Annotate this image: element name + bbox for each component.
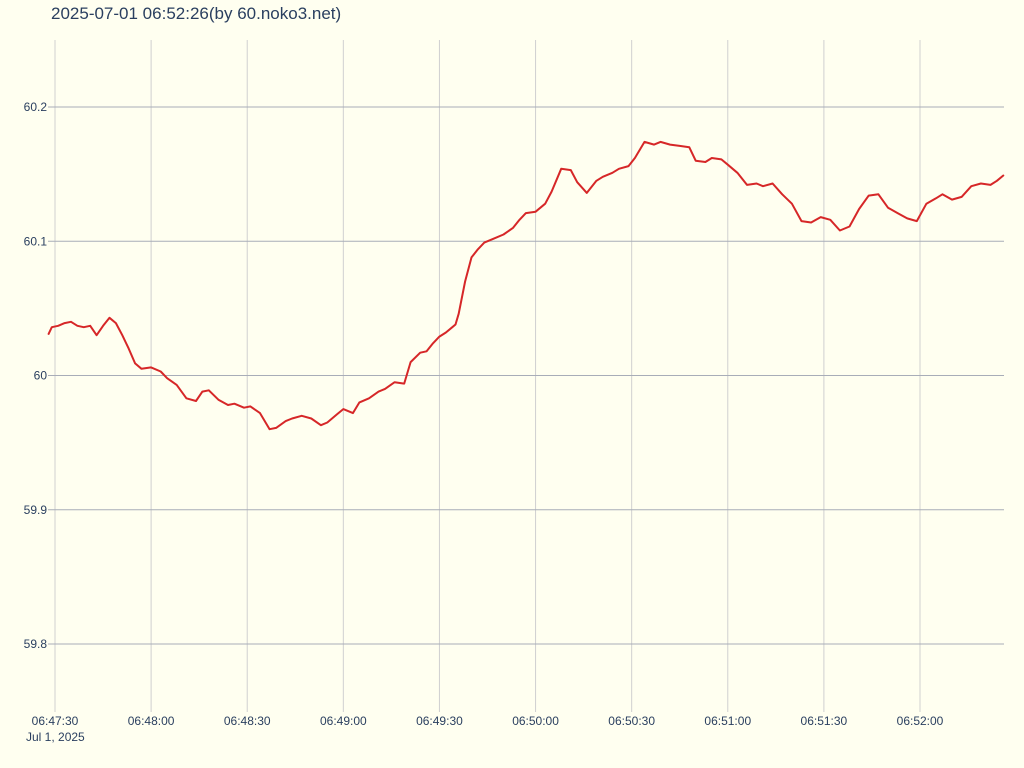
y-tick-label: 59.8: [24, 637, 48, 651]
y-tick-label: 60.1: [24, 234, 48, 248]
series-layer: [47, 140, 1005, 431]
x-tick-label: 06:51:30: [801, 714, 848, 728]
x-tick-label: 06:52:00: [897, 714, 944, 728]
x-axis-ticks: 06:47:30 06:48:00 06:48:30 06:49:00 06:49:30…: [32, 714, 944, 728]
x-tick-label: 06:49:30: [416, 714, 463, 728]
series-line: [47, 140, 1005, 431]
x-tick-label: 06:50:00: [512, 714, 559, 728]
y-tick-label: 60.2: [24, 100, 48, 114]
x-tick-label: 06:51:00: [704, 714, 751, 728]
y-tick-label: 60: [34, 369, 48, 383]
x-tick-label: 06:48:00: [128, 714, 175, 728]
chart-title: 2025-07-01 06:52:26(by 60.noko3.net): [51, 4, 342, 23]
x-tick-label: 06:49:00: [320, 714, 367, 728]
x-tick-label: 06:48:30: [224, 714, 271, 728]
horizontal-gridlines: [48, 106, 1004, 645]
y-tick-label: 59.9: [24, 503, 48, 517]
x-axis-date-label: Jul 1, 2025: [26, 730, 85, 744]
x-tick-label: 06:47:30: [32, 714, 79, 728]
y-axis-ticks: 59.8 59.9 60 60.1 60.2: [24, 100, 48, 651]
x-tick-label: 06:50:30: [608, 714, 655, 728]
